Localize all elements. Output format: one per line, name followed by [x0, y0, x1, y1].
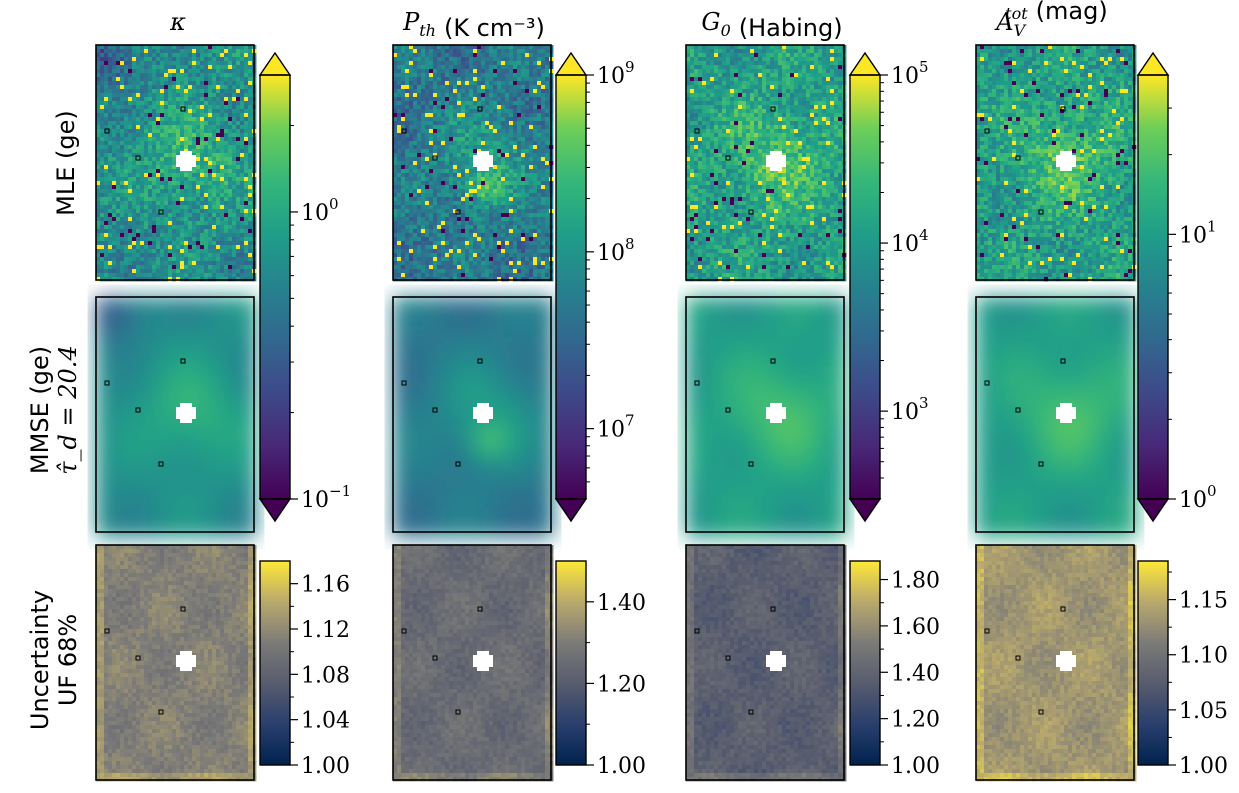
- colorbar-tick-label: 10−1: [301, 482, 351, 513]
- colorbar-extend-bottom: [1138, 499, 1168, 521]
- map-panel-r2-c0: [96, 545, 256, 781]
- row-label-1-line-1: τ̂_d = 20.4: [54, 345, 82, 474]
- colorbar-tick-label: 104: [891, 226, 929, 257]
- colorbar-uncertainty-1: 1.00 1.20 1.40: [556, 561, 646, 779]
- colorbar-tick-label: 1.05: [1179, 699, 1228, 724]
- row-label-2-line-0: Uncertainty: [26, 590, 54, 730]
- column-title-1: Pth (K cm⁻³): [402, 8, 545, 42]
- colorbar-tick-label: 101: [1179, 217, 1217, 248]
- colorbar-tick-label: 107: [597, 412, 635, 443]
- colorbar-main-2: 103 104 105: [850, 53, 929, 521]
- colorbar-tick-label: 100: [1179, 482, 1217, 513]
- colorbar-extend-bottom: [260, 499, 290, 521]
- colorbar-tick-label: 108: [597, 235, 635, 266]
- map-panel-r0-c3: [976, 45, 1136, 281]
- colorbar-tick-label: 103: [891, 394, 929, 425]
- colorbar-extend-bottom: [850, 499, 880, 521]
- map-panel-r0-c2: [686, 45, 846, 281]
- column-title-2: G0 (Habing): [701, 8, 842, 42]
- colorbar-tick-label: 100: [301, 195, 339, 226]
- map-panel-r1-c2: [686, 297, 846, 537]
- map-panel-r2-c3: [976, 545, 1136, 781]
- colorbar-uncertainty-0: 1.00 1.04 1.08 1.12 1.16: [260, 561, 350, 779]
- colorbar-tick-label: 1.15: [1179, 589, 1228, 614]
- colorbar-extend-top: [260, 53, 290, 75]
- map-panel-r0-c0: [96, 45, 256, 281]
- colorbar-tick-label: 1.20: [597, 672, 646, 697]
- colorbar-tick-label: 1.08: [301, 663, 350, 688]
- colorbar-tick-label: 1.12: [301, 618, 350, 643]
- colorbar-tick-label: 1.40: [597, 591, 646, 616]
- colorbar-uncertainty-3: 1.00 1.05 1.10 1.15: [1138, 561, 1228, 779]
- row-label-0-line-0: MLE (ge): [52, 110, 80, 216]
- colorbar-tick-label: 1.00: [891, 754, 940, 779]
- colorbar-extend-bottom: [556, 499, 586, 521]
- colorbar-tick-label: 1.60: [891, 615, 940, 640]
- colorbar-tick-label: 1.00: [1179, 754, 1228, 779]
- colorbar-tick-label: 1.80: [891, 569, 940, 594]
- colorbar-main-3: 100 101: [1138, 53, 1217, 521]
- map-panel-r2-c2: [686, 545, 846, 781]
- colorbar-extend-top: [1138, 53, 1168, 75]
- colorbar-tick-label: 1.04: [301, 709, 350, 734]
- colorbar-extend-top: [556, 53, 586, 75]
- map-panel-r1-c1: [393, 297, 553, 537]
- colorbar-tick-label: 109: [597, 58, 635, 89]
- column-title-0: κ: [169, 8, 186, 36]
- colorbar-tick-label: 1.16: [301, 573, 350, 598]
- colorbar-extend-top: [850, 53, 880, 75]
- colorbar-tick-label: 1.00: [597, 754, 646, 779]
- map-panel-r2-c1: [393, 545, 553, 781]
- row-label-2-line-1: UF 68%: [54, 614, 82, 706]
- colorbar-uncertainty-2: 1.00 1.20 1.40 1.60 1.80: [850, 561, 940, 779]
- row-label-1-line-0: MMSE (ge): [26, 346, 54, 474]
- map-panel-r1-c3: [976, 297, 1136, 537]
- colorbar-tick-label: 105: [891, 58, 929, 89]
- colorbar-tick-label: 1.10: [1179, 644, 1228, 669]
- column-title-3: AVtot (mag): [994, 0, 1107, 40]
- colorbar-tick-label: 1.40: [891, 661, 940, 686]
- colorbar-main-0: 10−1 100: [260, 53, 351, 521]
- map-panel-r1-c0: [96, 297, 256, 537]
- colorbar-tick-label: 1.00: [301, 754, 350, 779]
- colorbar-tick-label: 1.20: [891, 708, 940, 733]
- colorbar-main-1: 107 108 109: [556, 53, 635, 521]
- map-panel-r0-c1: [393, 45, 553, 281]
